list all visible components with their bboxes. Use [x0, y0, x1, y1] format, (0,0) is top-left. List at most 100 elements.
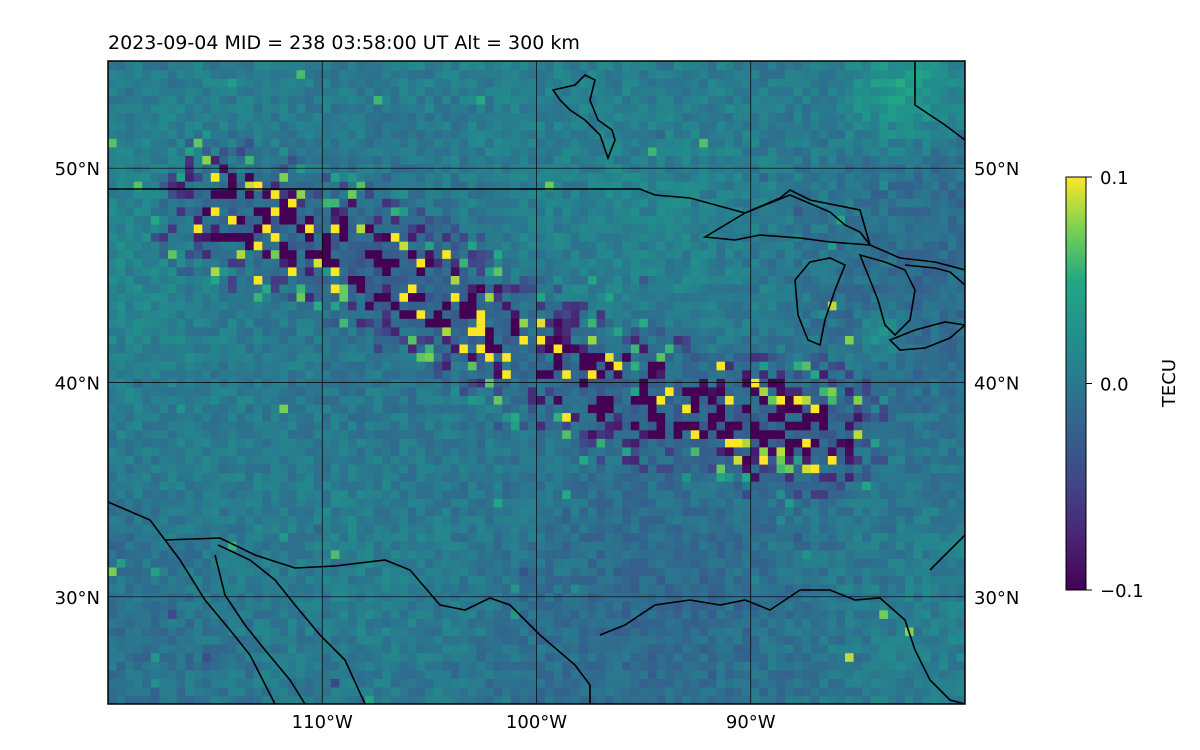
- heatmap-cell: [656, 635, 666, 645]
- heatmap-cell: [819, 429, 829, 439]
- heatmap-cell: [168, 644, 178, 654]
- heatmap-cell: [579, 532, 589, 542]
- heatmap-cell: [870, 618, 880, 628]
- heatmap-cell: [502, 403, 512, 414]
- heatmap-cell: [845, 481, 855, 491]
- heatmap-cell: [305, 361, 315, 371]
- heatmap-cell: [793, 609, 803, 619]
- heatmap-cell: [913, 395, 923, 405]
- heatmap-cell: [425, 463, 435, 474]
- heatmap-cell: [699, 343, 709, 354]
- heatmap-cell: [759, 463, 769, 474]
- heatmap-cell: [373, 369, 383, 379]
- heatmap-cell: [485, 352, 495, 362]
- heatmap-cell: [759, 506, 769, 516]
- heatmap-cell: [536, 575, 546, 585]
- heatmap-cell: [553, 566, 563, 576]
- heatmap-cell: [433, 343, 443, 354]
- heatmap-cell: [150, 661, 161, 671]
- heatmap-cell: [905, 463, 915, 474]
- heatmap-cell: [613, 318, 623, 328]
- heatmap-cell: [887, 395, 898, 405]
- heatmap-cell: [510, 601, 520, 611]
- heatmap-cell: [870, 575, 880, 585]
- heatmap-cell: [236, 515, 246, 525]
- heatmap-cell: [647, 283, 658, 294]
- heatmap-cell: [348, 412, 358, 422]
- heatmap-cell: [716, 463, 726, 474]
- heatmap-cell: [262, 421, 272, 431]
- heatmap-cell: [493, 472, 503, 482]
- heatmap-cell: [742, 429, 752, 439]
- heatmap-cell: [596, 326, 606, 336]
- heatmap-cell: [527, 335, 538, 345]
- heatmap-cell: [562, 481, 572, 491]
- heatmap-cell: [236, 429, 246, 439]
- heatmap-cell: [656, 292, 666, 302]
- heatmap-cell: [159, 661, 169, 671]
- heatmap-cell: [399, 695, 409, 704]
- heatmap-cell: [236, 678, 246, 688]
- heatmap-cell: [262, 292, 272, 302]
- heatmap-cell: [562, 455, 572, 465]
- heatmap-cell: [570, 318, 580, 328]
- heatmap-cell: [647, 326, 658, 336]
- heatmap-cell: [793, 343, 803, 354]
- heatmap-cell: [613, 566, 623, 576]
- heatmap-cell: [682, 318, 692, 328]
- heatmap-cell: [630, 275, 640, 285]
- heatmap-cell: [579, 395, 589, 405]
- heatmap-cell: [527, 403, 538, 414]
- heatmap-cell: [365, 575, 375, 585]
- heatmap-cell: [176, 618, 186, 628]
- heatmap-cell: [939, 361, 949, 371]
- heatmap-cell: [707, 318, 718, 328]
- heatmap-cell: [707, 395, 718, 405]
- heatmap-cell: [545, 669, 555, 679]
- heatmap-cell: [253, 343, 263, 354]
- heatmap-cell: [408, 686, 418, 697]
- heatmap-cell: [913, 575, 923, 585]
- heatmap-cell: [510, 609, 520, 619]
- heatmap-cell: [682, 326, 692, 336]
- heatmap-cell: [562, 446, 572, 456]
- heatmap-cell: [322, 386, 332, 396]
- heatmap-cell: [639, 343, 649, 354]
- heatmap-cell: [133, 361, 143, 371]
- heatmap-cell: [776, 412, 786, 422]
- heatmap-cell: [253, 498, 263, 508]
- heatmap-cell: [656, 481, 666, 491]
- heatmap-cell: [767, 558, 778, 568]
- heatmap-cell: [870, 301, 880, 311]
- heatmap-cell: [425, 601, 435, 611]
- heatmap-cell: [947, 609, 958, 619]
- heatmap-cell: [219, 575, 229, 585]
- heatmap-cell: [425, 429, 435, 439]
- heatmap-cell: [810, 532, 820, 542]
- heatmap-cell: [930, 352, 940, 362]
- heatmap-cell: [450, 343, 460, 354]
- heatmap-cell: [493, 369, 503, 379]
- heatmap-cell: [819, 661, 829, 671]
- heatmap-cell: [236, 532, 246, 542]
- heatmap-cell: [827, 386, 838, 396]
- heatmap-cell: [176, 506, 186, 516]
- heatmap-cell: [553, 301, 563, 311]
- heatmap-cell: [827, 695, 838, 704]
- heatmap-cell: [587, 361, 598, 371]
- heatmap-cell: [270, 438, 280, 448]
- heatmap-cell: [913, 695, 923, 704]
- heatmap-cell: [785, 515, 795, 525]
- heatmap-cell: [450, 318, 460, 328]
- heatmap-cell: [647, 541, 658, 551]
- heatmap-cell: [956, 395, 965, 405]
- heatmap-cell: [116, 695, 126, 704]
- heatmap-cell: [750, 386, 760, 396]
- heatmap-cell: [296, 481, 306, 491]
- heatmap-cell: [776, 421, 786, 431]
- heatmap-cell: [536, 678, 546, 688]
- heatmap-cell: [399, 575, 409, 585]
- heatmap-cell: [245, 489, 255, 499]
- heatmap-cell: [905, 575, 915, 585]
- heatmap-cell: [922, 472, 932, 482]
